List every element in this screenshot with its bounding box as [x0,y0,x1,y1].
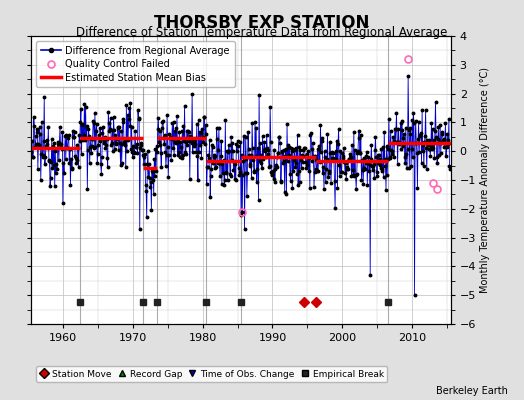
Text: THORSBY EXP STATION: THORSBY EXP STATION [154,14,370,32]
Legend: Station Move, Record Gap, Time of Obs. Change, Empirical Break: Station Move, Record Gap, Time of Obs. C… [36,366,387,382]
Y-axis label: Monthly Temperature Anomaly Difference (°C): Monthly Temperature Anomaly Difference (… [481,67,490,293]
Text: Berkeley Earth: Berkeley Earth [436,386,508,396]
Text: Difference of Station Temperature Data from Regional Average: Difference of Station Temperature Data f… [77,26,447,39]
